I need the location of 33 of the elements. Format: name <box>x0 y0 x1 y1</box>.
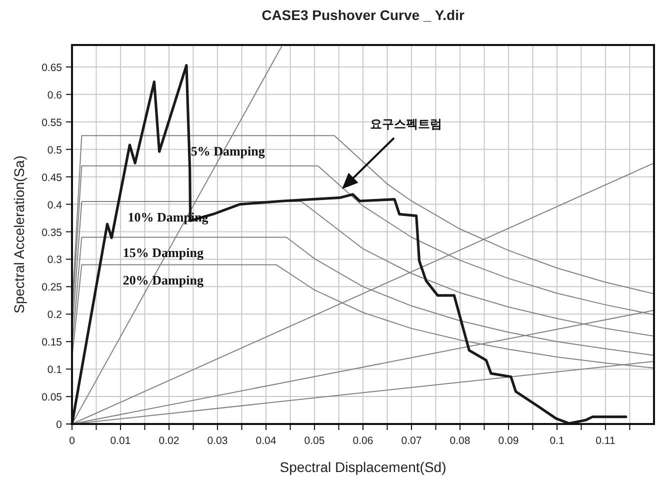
y-tick-label: 0.15 <box>42 336 62 349</box>
x-tick-label: 0.03 <box>207 435 228 447</box>
series-label: 5% Damping <box>190 144 266 159</box>
y-tick-label: 0.25 <box>42 282 62 294</box>
chart-title: CASE3 Pushover Curve _ Y.dir <box>262 7 465 23</box>
y-tick-label: 0.05 <box>42 392 62 404</box>
series-label: 15% Damping <box>122 245 204 260</box>
y-tick-label: 0.3 <box>47 254 62 266</box>
y-tick-label: 0 <box>56 419 62 431</box>
series-label: 20% Damping <box>122 272 204 288</box>
y-tick-label: 0.55 <box>42 116 62 129</box>
annotation: 요구스펙트럼 <box>370 117 442 131</box>
y-tick-label: 0.5 <box>47 144 62 156</box>
x-tick-label: 0.05 <box>304 435 325 447</box>
y-tick-label: 0.6 <box>47 89 62 102</box>
x-tick-label: 0.02 <box>158 435 180 447</box>
x-tick-label: 0.09 <box>498 435 519 447</box>
y-tick-label: 0.4 <box>47 199 62 212</box>
x-tick-label: 0.1 <box>550 435 564 447</box>
x-tick-label: 0 <box>69 435 76 447</box>
x-tick-label: 0.08 <box>450 435 470 447</box>
x-tick-label: 0.11 <box>596 435 616 447</box>
x-tick-label: 0.01 <box>110 435 131 447</box>
y-tick-label: 0.65 <box>42 62 62 74</box>
x-tick-label: 0.07 <box>401 435 422 447</box>
y-tick-label: 0.2 <box>47 309 62 322</box>
x-tick-label: 0.04 <box>256 435 276 447</box>
y-tick-label: 0.45 <box>42 172 62 184</box>
y-tick-label: 0.1 <box>47 364 62 376</box>
x-tick-label: 0.06 <box>352 435 374 447</box>
x-axis-title: Spectral Displacement(Sd) <box>280 459 446 475</box>
y-axis-title: Spectral Acceleration(Sa) <box>11 156 27 314</box>
y-tick-label: 0.35 <box>42 226 62 239</box>
